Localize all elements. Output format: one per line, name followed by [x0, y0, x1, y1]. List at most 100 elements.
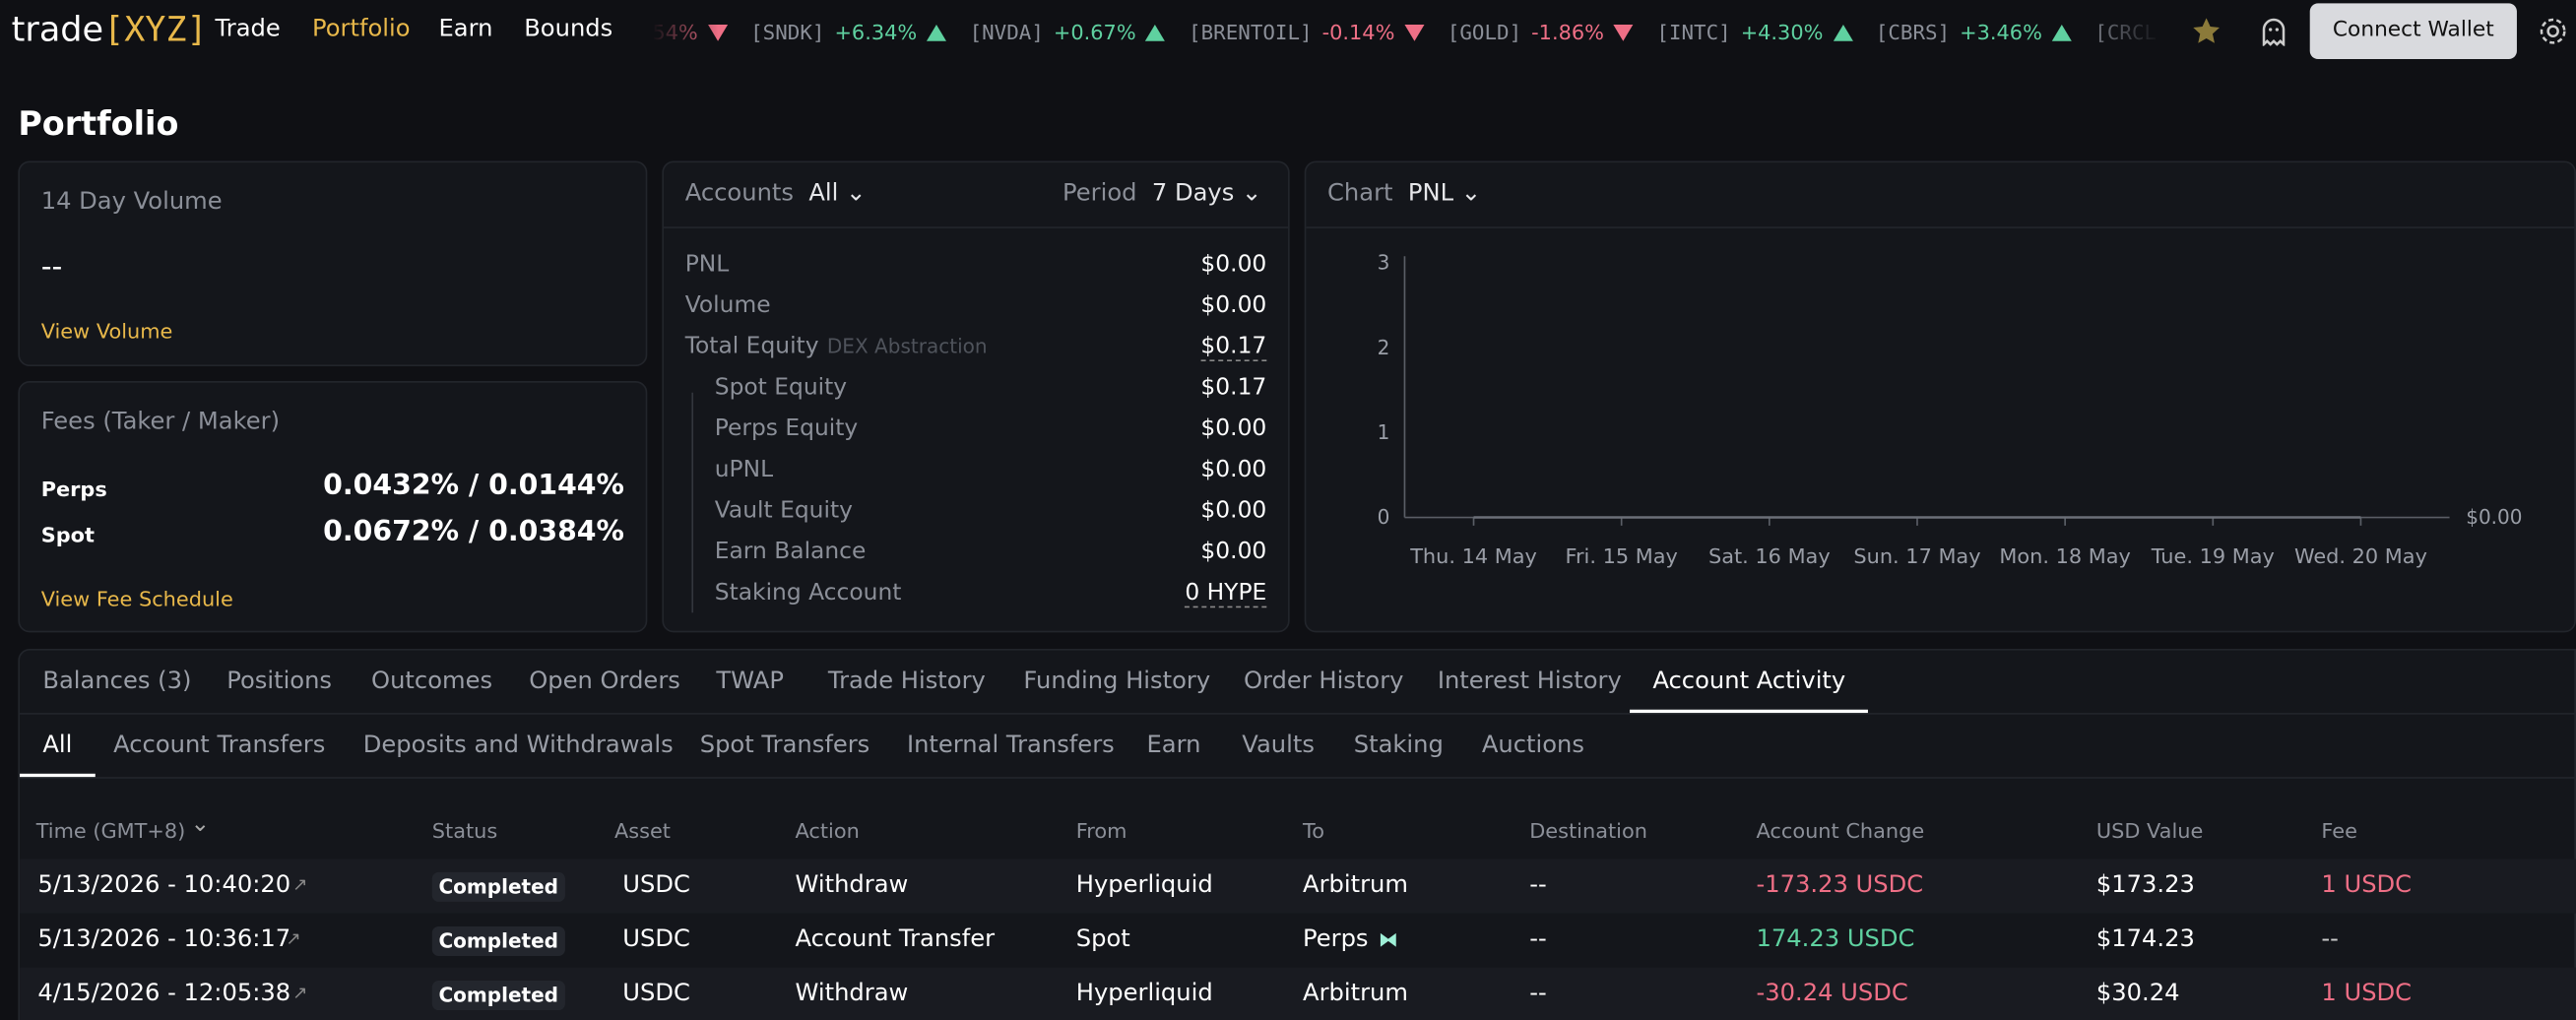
cell: Perps — [1303, 925, 1369, 953]
tab[interactable]: Balances (3) — [42, 669, 192, 695]
tab[interactable]: Positions — [226, 669, 333, 695]
summary-card: Accounts All ⌄ Period 7 Days ⌄ PNL $0.00 V… — [662, 160, 1290, 633]
cell: Hyperliquid — [1075, 871, 1213, 899]
label-note: DEX Abstraction — [826, 335, 988, 358]
tab[interactable]: Open Orders — [529, 669, 680, 695]
y-tick-label: 0 — [1378, 505, 1390, 529]
activity-table: Time (GMT+8) Status Asset Action From To Desti… — [20, 801, 2576, 1020]
fee-rate: 0.0432% / 0.0144% — [323, 470, 624, 503]
nav-link[interactable]: Portfolio — [311, 16, 411, 43]
column-header: To — [1303, 817, 1324, 843]
column-header: Account Change — [1756, 817, 1925, 843]
activity-panel: Balances (3) Positions Outcomes Open Orders… — [18, 649, 2576, 1020]
tab[interactable]: TWAP — [716, 669, 784, 695]
ticker-item[interactable]: [INTC] +4.30% — [1656, 17, 1853, 49]
period-value: 7 Days — [1151, 180, 1235, 208]
trend-arrow — [2051, 25, 2072, 41]
status-badge: Completed — [431, 925, 565, 956]
connect-wallet-button[interactable]: Connect Wallet — [2309, 3, 2517, 60]
column-header: Status — [431, 817, 498, 843]
ticker-symbol: [NVDA] — [969, 20, 1044, 45]
cell: USDC — [622, 925, 690, 953]
ticker-symbol: [BRENTOIL] — [1189, 20, 1313, 45]
logo[interactable]: trade[XYZ] — [12, 10, 208, 49]
chart-select[interactable]: Chart PNL ⌄ — [1327, 180, 1482, 208]
table-row: 4/15/2026 - 12:05:38 ↗ Completed USDC Withdr… — [20, 967, 2576, 1020]
favorites-icon[interactable] — [2192, 17, 2222, 46]
x-tick-label: Tue. 19 May — [2151, 544, 2275, 568]
subtab[interactable]: Deposits and Withdrawals — [362, 733, 674, 759]
subtab[interactable]: Earn — [1146, 733, 1201, 759]
label-text: PNL — [684, 251, 730, 278]
cell: $174.23 — [2095, 925, 2195, 953]
cell: 174.23 USDC — [1756, 925, 1915, 953]
summary-value: $0.17 — [1200, 333, 1267, 362]
summary-label: Perps Equity — [715, 415, 859, 442]
cell: -- — [1529, 871, 1547, 899]
ticker-item[interactable]: 54% — [652, 17, 728, 49]
subtab[interactable]: Account Transfers — [113, 733, 326, 759]
period-label: Period — [1063, 180, 1137, 208]
summary-label: Total Equity DEX Abstraction — [685, 334, 988, 360]
ticker-item[interactable]: [SNDK] +6.34% — [750, 17, 947, 49]
summary-label: PNL — [685, 251, 730, 278]
subtab[interactable]: All — [20, 715, 96, 778]
table-row: 5/13/2026 - 10:40:20 ↗ Completed USDC Withdr… — [20, 859, 2576, 914]
accounts-select[interactable]: Accounts All ⌄ — [684, 180, 867, 208]
nav-link[interactable]: Bounds — [524, 16, 613, 43]
period-select[interactable]: Period 7 Days ⌄ — [1063, 180, 1262, 208]
tab[interactable]: Order History — [1243, 669, 1404, 695]
y-tick-label: 2 — [1378, 336, 1390, 359]
tabs: Balances (3) Positions Outcomes Open Orders… — [20, 651, 2576, 715]
cell: 1 USDC — [2321, 871, 2413, 899]
cell: 1 USDC — [2321, 981, 2413, 1007]
fees-link[interactable]: View Fee Schedule — [40, 586, 233, 611]
summary-value: $0.00 — [1200, 415, 1267, 442]
tab[interactable]: Funding History — [1023, 669, 1211, 695]
ticker-item[interactable]: [GOLD] -1.86% — [1448, 17, 1634, 49]
divider — [664, 226, 1289, 228]
x-tick-label: Thu. 14 May — [1409, 544, 1537, 568]
column-header: Action — [795, 817, 860, 843]
ticker-item[interactable]: [CBRS] +3.46% — [1876, 17, 2072, 49]
subtab[interactable]: Internal Transfers — [906, 733, 1115, 759]
subtab[interactable]: Staking — [1353, 733, 1444, 759]
ghost-icon[interactable] — [2259, 17, 2288, 46]
tab[interactable]: Interest History — [1437, 669, 1622, 695]
ticker-item[interactable]: [BRENTOIL] -0.14% — [1189, 17, 1425, 49]
cell: 5/13/2026 - 10:40:20 — [37, 871, 291, 899]
pnl-chart: 0 1 2 3 Thu. 14 May Fri. 15 May Sat. 16 May Sun… — [1378, 251, 2523, 569]
indent-line — [691, 392, 694, 613]
nav-link[interactable]: Earn — [438, 16, 493, 43]
x-tick-label: Fri. 15 May — [1566, 544, 1678, 568]
cell: -- — [2321, 925, 2339, 953]
trend-arrow — [1613, 25, 1634, 41]
subtab[interactable]: Spot Transfers — [699, 733, 870, 759]
cell: USDC — [622, 871, 690, 899]
column-header: From — [1075, 817, 1127, 843]
column-header[interactable]: Time (GMT+8) — [35, 817, 186, 843]
external-link-icon[interactable]: ↗ — [291, 982, 308, 1004]
volume-card: 14 Day Volume -- View Volume — [18, 160, 648, 367]
fees-title: Fees (Taker / Maker) — [40, 409, 281, 436]
subtab[interactable]: Auctions — [1481, 733, 1585, 759]
tab[interactable]: Outcomes — [371, 669, 493, 695]
accounts-label: Accounts — [684, 180, 795, 208]
ticker-item[interactable]: [CRCL] — [2094, 17, 2160, 49]
volume-link[interactable]: View Volume — [40, 318, 173, 344]
external-link-icon[interactable]: ↗ — [291, 873, 308, 896]
accounts-value: All — [808, 180, 839, 208]
cell: $173.23 — [2095, 871, 2195, 899]
summary-value: $0.00 — [1200, 291, 1267, 319]
end-label: $0.00 — [2466, 505, 2522, 529]
nav-link[interactable]: Trade — [215, 16, 281, 43]
cell: Hyperliquid — [1075, 981, 1213, 1007]
subtab[interactable]: Vaults — [1242, 733, 1315, 759]
tab[interactable]: Trade History — [827, 669, 986, 695]
fees-card: Fees (Taker / Maker) View Fee Schedule P… — [18, 381, 648, 633]
cell: -- — [1529, 981, 1547, 1007]
tab[interactable]: Account Activity — [1630, 651, 1869, 714]
external-link-icon[interactable]: ↗ — [286, 927, 301, 950]
ticker-item[interactable]: [NVDA] +0.67% — [970, 17, 1166, 49]
settings-icon[interactable] — [2539, 17, 2568, 46]
